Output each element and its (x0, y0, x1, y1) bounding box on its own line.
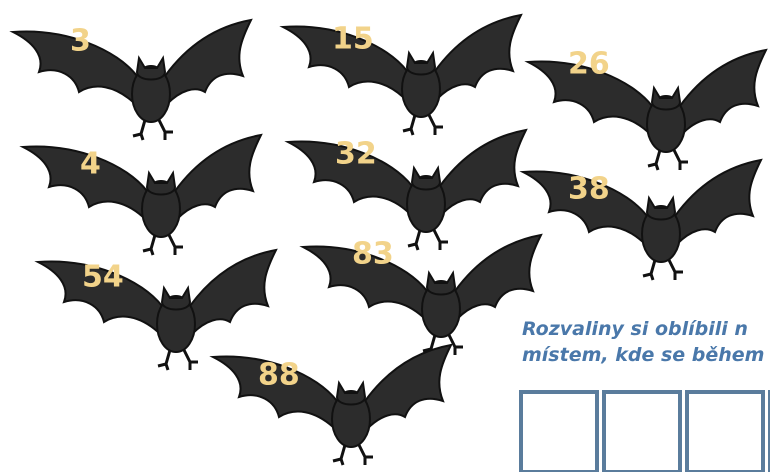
bat (213, 345, 451, 465)
bat (523, 160, 761, 280)
bat (23, 135, 261, 255)
bat-label: 54 (82, 260, 124, 295)
bat-label: 26 (568, 47, 610, 82)
bat (38, 250, 276, 370)
answer-box (687, 392, 763, 472)
prompt-line: Rozvaliny si oblíbili n (522, 316, 770, 342)
bats: 3 15 26 4 32 38 54 83 88 (13, 15, 766, 465)
bat-label: 38 (568, 172, 610, 207)
answer-box (604, 392, 680, 472)
bat-label: 32 (335, 137, 377, 172)
bat (288, 130, 526, 250)
bat-label: 83 (352, 237, 394, 272)
worksheet: 3 15 26 4 32 38 54 83 88 (0, 0, 770, 472)
bat-label: 15 (332, 22, 374, 57)
bat-label: 88 (258, 358, 300, 393)
bat (283, 15, 521, 135)
bat-label: 4 (80, 147, 101, 182)
prompt: Rozvaliny si oblíbili n místem, kde se b… (522, 316, 770, 368)
bat (13, 20, 251, 140)
answer-boxes (521, 392, 770, 472)
bat (303, 235, 541, 355)
page: 3 15 26 4 32 38 54 83 88 Rozvaliny si oblíbili n… (0, 0, 770, 472)
bat-label: 3 (70, 24, 91, 59)
bat (528, 50, 766, 170)
prompt-line: místem, kde se během (522, 342, 770, 368)
answer-box (521, 392, 597, 472)
